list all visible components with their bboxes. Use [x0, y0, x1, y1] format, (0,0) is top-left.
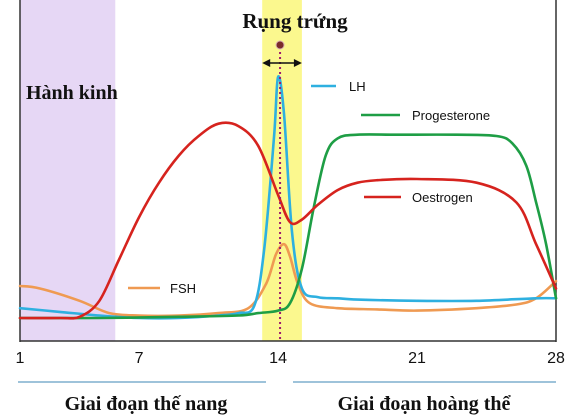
ovulation-label: Rụng trứng — [242, 9, 348, 33]
follicular-phase-label: Giai đoạn thế nang — [65, 393, 228, 415]
ovulation-egg-icon — [275, 40, 285, 50]
series-label-oestrogen: Oestrogen — [412, 190, 473, 205]
series-label-lh: LH — [349, 79, 366, 94]
x-tick-labels: 1 7 14 21 28 — [16, 350, 565, 367]
region-hanh-kinh — [20, 0, 116, 341]
x-tick-label-28: 28 — [547, 350, 565, 367]
ovulation-marker — [262, 40, 302, 341]
x-tick-label-7: 7 — [135, 350, 144, 367]
series-line-oestrogen — [18, 121, 558, 320]
shaded-regions — [20, 0, 302, 341]
x-tick-label-21: 21 — [408, 350, 426, 367]
x-tick-label-14: 14 — [269, 350, 287, 367]
series-line-progesterone — [18, 133, 558, 320]
series-line-fsh — [18, 242, 558, 318]
arrowhead-right-icon — [293, 59, 302, 67]
series-label-fsh: FSH — [170, 281, 196, 296]
menstruation-label: Hành kinh — [26, 82, 118, 104]
luteal-phase-label: Giai đoạn hoàng thể — [338, 393, 512, 415]
series-labels: LH FSH Oestrogen Progesterone — [128, 79, 490, 296]
series-lines — [18, 75, 558, 320]
series-label-progesterone: Progesterone — [412, 108, 490, 123]
arrowhead-left-icon — [262, 59, 271, 67]
x-tick-label-1: 1 — [16, 350, 25, 367]
